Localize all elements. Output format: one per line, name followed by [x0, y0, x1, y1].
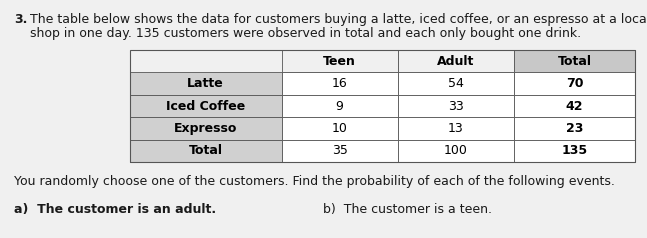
Text: a)  The customer is an adult.: a) The customer is an adult. [14, 203, 216, 216]
Text: 13: 13 [448, 122, 464, 135]
Bar [281, 50, 398, 72]
Bar [514, 72, 635, 95]
Bar [130, 50, 635, 162]
Text: Total: Total [558, 55, 591, 68]
Text: 70: 70 [565, 77, 583, 90]
Text: 3.: 3. [14, 13, 27, 26]
Bar [130, 50, 281, 72]
Text: Teen: Teen [323, 55, 356, 68]
Bar [281, 117, 398, 140]
Text: 33: 33 [448, 99, 464, 113]
Bar [281, 95, 398, 117]
Bar [130, 72, 281, 95]
Bar [398, 50, 514, 72]
Text: Total: Total [189, 144, 223, 157]
Text: Adult: Adult [437, 55, 474, 68]
Text: 9: 9 [336, 99, 344, 113]
Bar [514, 50, 635, 72]
Text: You randomly choose one of the customers. Find the probability of each of the fo: You randomly choose one of the customers… [14, 175, 615, 188]
Bar [130, 95, 281, 117]
Text: Expresso: Expresso [174, 122, 237, 135]
Bar [398, 72, 514, 95]
Text: Latte: Latte [188, 77, 224, 90]
Bar [514, 95, 635, 117]
Text: b)  The customer is a teen.: b) The customer is a teen. [323, 203, 492, 216]
Bar [130, 140, 281, 162]
Bar [398, 117, 514, 140]
Text: 135: 135 [562, 144, 587, 157]
Text: 35: 35 [332, 144, 347, 157]
Text: 10: 10 [332, 122, 347, 135]
Text: 54: 54 [448, 77, 464, 90]
Text: 23: 23 [565, 122, 583, 135]
Bar [281, 72, 398, 95]
Text: 100: 100 [444, 144, 468, 157]
Text: Iced Coffee: Iced Coffee [166, 99, 245, 113]
Bar [514, 117, 635, 140]
Bar [398, 140, 514, 162]
Text: The table below shows the data for customers buying a latte, iced coffee, or an : The table below shows the data for custo… [30, 13, 647, 26]
Text: 16: 16 [332, 77, 347, 90]
Bar [281, 140, 398, 162]
Bar [130, 117, 281, 140]
Text: shop in one day. 135 customers were observed in total and each only bought one d: shop in one day. 135 customers were obse… [30, 27, 581, 40]
Bar [514, 140, 635, 162]
Bar [398, 95, 514, 117]
Text: 42: 42 [565, 99, 583, 113]
